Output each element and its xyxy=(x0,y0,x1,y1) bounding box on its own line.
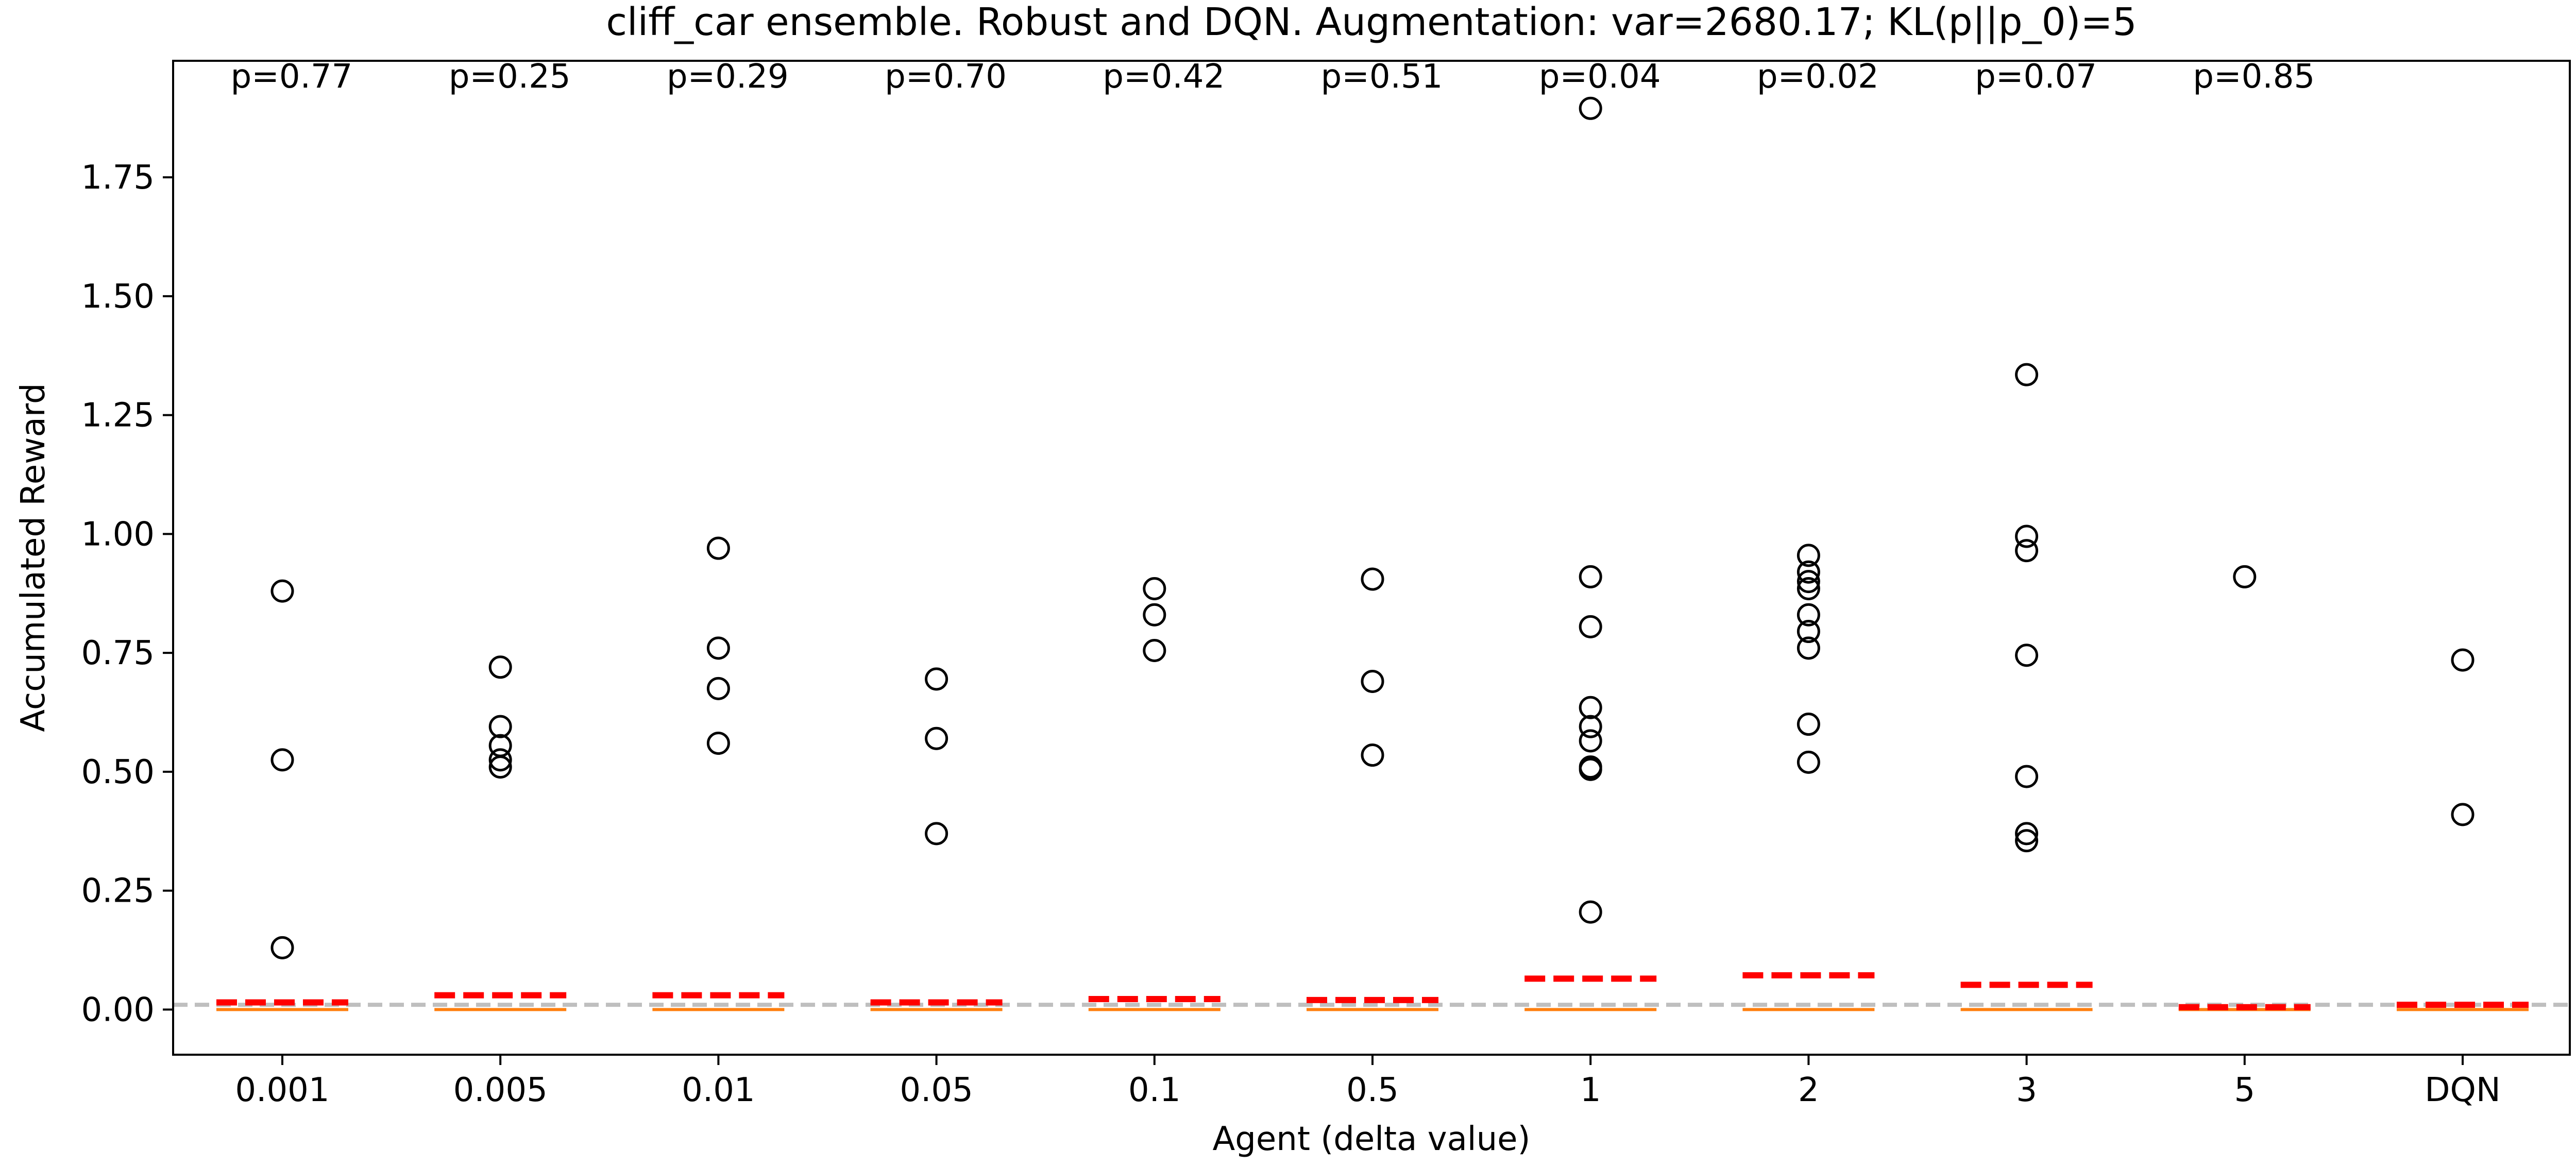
outlier-point xyxy=(1797,560,1820,584)
x-tick-label: 0.1 xyxy=(1128,1071,1181,1109)
outlier-point xyxy=(488,655,512,679)
x-tick-label: 0.01 xyxy=(682,1071,755,1109)
x-tick-label: 0.05 xyxy=(900,1071,973,1109)
p-value-label: p=0.29 xyxy=(667,58,789,96)
outlier-point xyxy=(2015,525,2039,548)
outlier-point xyxy=(1361,567,1384,591)
outlier-point xyxy=(1797,603,1820,627)
outlier-point xyxy=(1797,620,1820,644)
outlier-point xyxy=(488,748,512,772)
axis-layer: 0.001 0.005 0.01 0.05 0.1 0.5 1 2 3 5 DQN 0.00 0.25 0… xyxy=(81,159,2501,1109)
p-value-label: p=0.42 xyxy=(1103,58,1225,96)
outlier-point xyxy=(706,636,730,660)
outlier-point xyxy=(270,579,294,603)
outlier-point xyxy=(1797,713,1820,736)
outlier-point xyxy=(925,822,948,846)
p-value-label: p=0.85 xyxy=(2193,58,2315,96)
y-tick-label: 1.00 xyxy=(81,515,155,553)
outlier-point xyxy=(488,755,512,779)
p-value-label: p=0.51 xyxy=(1321,58,1443,96)
outlier-point xyxy=(1579,696,1602,719)
outlier-point xyxy=(2015,539,2039,563)
outlier-point xyxy=(2015,765,2039,788)
outlier-point xyxy=(925,667,948,691)
outlier-point xyxy=(2015,363,2039,386)
outlier-point xyxy=(1797,544,1820,567)
outlier-point xyxy=(1797,577,1820,600)
outlier-point xyxy=(1579,565,1602,588)
outlier-point xyxy=(2451,648,2475,672)
p-value-label: p=0.25 xyxy=(449,58,571,96)
x-axis-label: Agent (delta value) xyxy=(1213,1120,1531,1158)
y-tick-label: 1.50 xyxy=(81,278,155,316)
outlier-point xyxy=(1143,638,1166,662)
outlier-point xyxy=(1579,729,1602,753)
y-tick-label: 0.50 xyxy=(81,753,155,791)
p-value-label: p=0.07 xyxy=(1975,58,2097,96)
outlier-point xyxy=(2015,644,2039,667)
y-tick-label: 0.25 xyxy=(81,872,155,910)
x-tick-label: 0.5 xyxy=(1346,1071,1399,1109)
outlier-point xyxy=(1797,636,1820,660)
x-tick-label: 0.001 xyxy=(235,1071,329,1109)
outlier-point xyxy=(2015,829,2039,853)
y-tick-label: 0.00 xyxy=(81,991,155,1029)
outlier-point xyxy=(1361,669,1384,693)
x-tick-label: 3 xyxy=(2016,1071,2037,1109)
outlier-point xyxy=(488,715,512,738)
outlier-point xyxy=(706,536,730,560)
p-value-label: p=0.04 xyxy=(1539,58,1661,96)
outlier-point xyxy=(706,731,730,755)
x-tick-label: 2 xyxy=(1798,1071,1819,1109)
outlier-point xyxy=(1579,615,1602,638)
x-tick-label: 1 xyxy=(1580,1071,1601,1109)
p-value-label: p=0.77 xyxy=(231,58,353,96)
outlier-point xyxy=(1797,570,1820,594)
y-tick-label: 1.75 xyxy=(81,159,155,197)
outlier-point xyxy=(1143,577,1166,600)
p-value-label: p=0.70 xyxy=(885,58,1007,96)
outlier-point xyxy=(2233,565,2257,588)
outlier-point xyxy=(1579,715,1602,738)
y-tick-label: 0.75 xyxy=(81,634,155,672)
outlier-point xyxy=(1579,900,1602,924)
chart-title: cliff_car ensemble. Robust and DQN. Augm… xyxy=(606,0,2137,44)
outlier-point xyxy=(1143,603,1166,627)
y-axis-label: Accumulated Reward xyxy=(14,383,53,732)
p-value-label: p=0.02 xyxy=(1757,58,1879,96)
outlier-point xyxy=(270,936,294,959)
outlier-point xyxy=(1579,96,1602,120)
outlier-point xyxy=(1797,750,1820,774)
outlier-point xyxy=(1361,743,1384,767)
x-tick-label: DQN xyxy=(2425,1071,2501,1109)
outlier-point xyxy=(2451,803,2475,826)
plot-layer: p=0.77 p=0.25 p=0.29 p=0.70 p=0.42 p=0.51 p=0.… xyxy=(173,58,2570,1011)
outlier-point xyxy=(1579,757,1602,781)
x-tick-label: 5 xyxy=(2234,1071,2255,1109)
outlier-point xyxy=(270,748,294,772)
y-tick-label: 1.25 xyxy=(81,397,155,435)
outlier-point xyxy=(706,677,730,700)
outlier-point xyxy=(2015,822,2039,846)
x-tick-label: 0.005 xyxy=(453,1071,548,1109)
outlier-point xyxy=(925,726,948,750)
